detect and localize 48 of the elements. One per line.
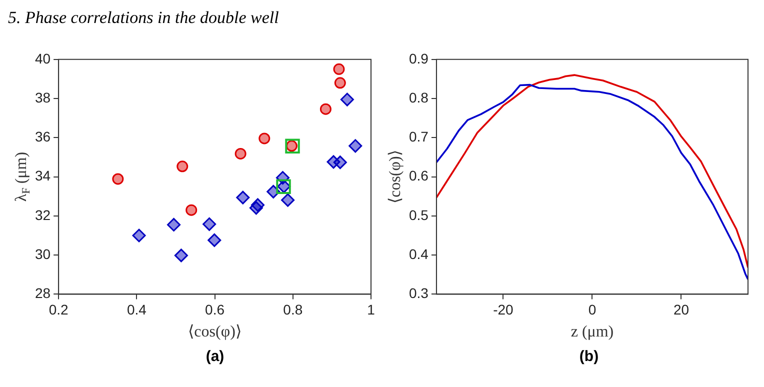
x-tick-label: 0.8 [283, 301, 303, 318]
point [281, 193, 295, 207]
point [236, 190, 250, 204]
point [174, 248, 188, 262]
y-tick-label: 0.3 [408, 285, 429, 302]
point [112, 173, 124, 185]
text: (a) [204, 348, 226, 365]
point [334, 77, 346, 89]
y-axis-title: λF (μm) [13, 152, 33, 202]
y-tick-label: 0.5 [408, 206, 429, 223]
x-tick-label: -20 [493, 301, 514, 318]
y-tick-label: 28 [34, 285, 51, 302]
y-tick-label: 0.9 [408, 50, 429, 66]
point [167, 218, 181, 232]
y-tick-label: 30 [34, 246, 51, 262]
chart-title: 5. Phase correlations in the double well [8, 8, 280, 29]
y-tick-label: 0.8 [408, 89, 429, 106]
point [340, 92, 354, 106]
y-tick-label: 40 [34, 50, 51, 66]
point [333, 156, 347, 170]
point [320, 103, 332, 115]
point [333, 63, 345, 75]
point [202, 217, 216, 231]
point [234, 148, 246, 160]
point [132, 228, 146, 242]
x-tick-label: 0.6 [205, 301, 225, 318]
y-tick-label: 0.6 [408, 168, 429, 184]
x-tick-label: 0.2 [48, 301, 69, 318]
y-tick-label: 32 [34, 206, 51, 223]
point [250, 198, 264, 212]
x-axis-title: z (μm) [570, 323, 614, 340]
x-tick-label: 20 [673, 301, 690, 318]
point [208, 233, 222, 247]
x-tick-label: 0 [588, 301, 596, 318]
y-tick-label: 0.7 [408, 128, 429, 145]
x-tick-label: 0.4 [126, 301, 147, 318]
x-tick-label: 1 [367, 301, 376, 318]
point [186, 204, 198, 216]
point [348, 139, 362, 153]
y-axis-title: ⟨cos(φ)⟩ [387, 150, 404, 204]
y-tick-label: 0.4 [408, 246, 429, 262]
point [258, 132, 270, 144]
y-tick-label: 34 [34, 168, 51, 184]
y-tick-label: 38 [34, 89, 51, 106]
x-axis-title: ⟨cos(φ)⟩ [188, 323, 242, 340]
text: (b) [578, 348, 600, 365]
y-tick-label: 36 [34, 128, 51, 145]
point [176, 160, 188, 172]
